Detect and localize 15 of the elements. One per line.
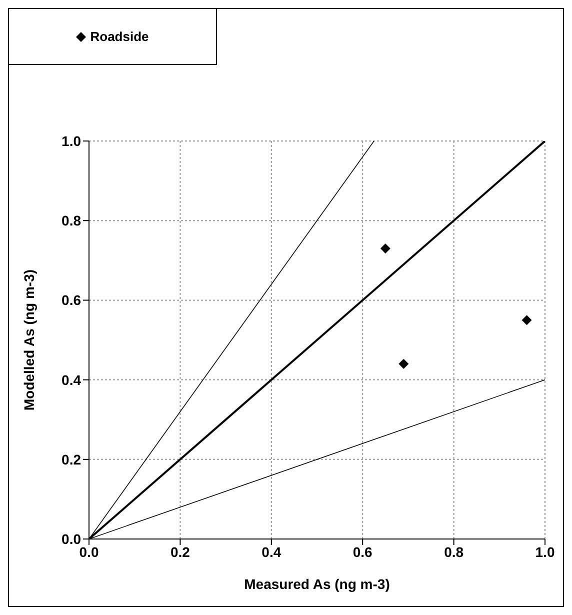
y-tick-label: 0.6 bbox=[62, 292, 82, 308]
x-tick-label: 0.6 bbox=[352, 544, 373, 560]
y-tick-label: 0.2 bbox=[62, 451, 82, 468]
x-tick-label: 0.8 bbox=[444, 544, 464, 560]
y-tick-label: 0.4 bbox=[62, 372, 82, 388]
y-tick-label: 0.0 bbox=[62, 530, 82, 547]
x-axis-title: Measured As (ng m-3) bbox=[244, 576, 390, 592]
legend-label: Roadside bbox=[89, 29, 149, 44]
x-tick-label: 0.2 bbox=[170, 544, 190, 560]
y-tick-label: 1.0 bbox=[62, 132, 82, 149]
x-tick-label: 1.0 bbox=[535, 544, 555, 560]
x-tick-label: 0.4 bbox=[262, 544, 282, 560]
y-tick-label: 0.8 bbox=[62, 212, 82, 229]
y-axis-title: Modelled As (ng m-3) bbox=[20, 269, 37, 411]
x-tick-label: 0.0 bbox=[79, 544, 99, 560]
